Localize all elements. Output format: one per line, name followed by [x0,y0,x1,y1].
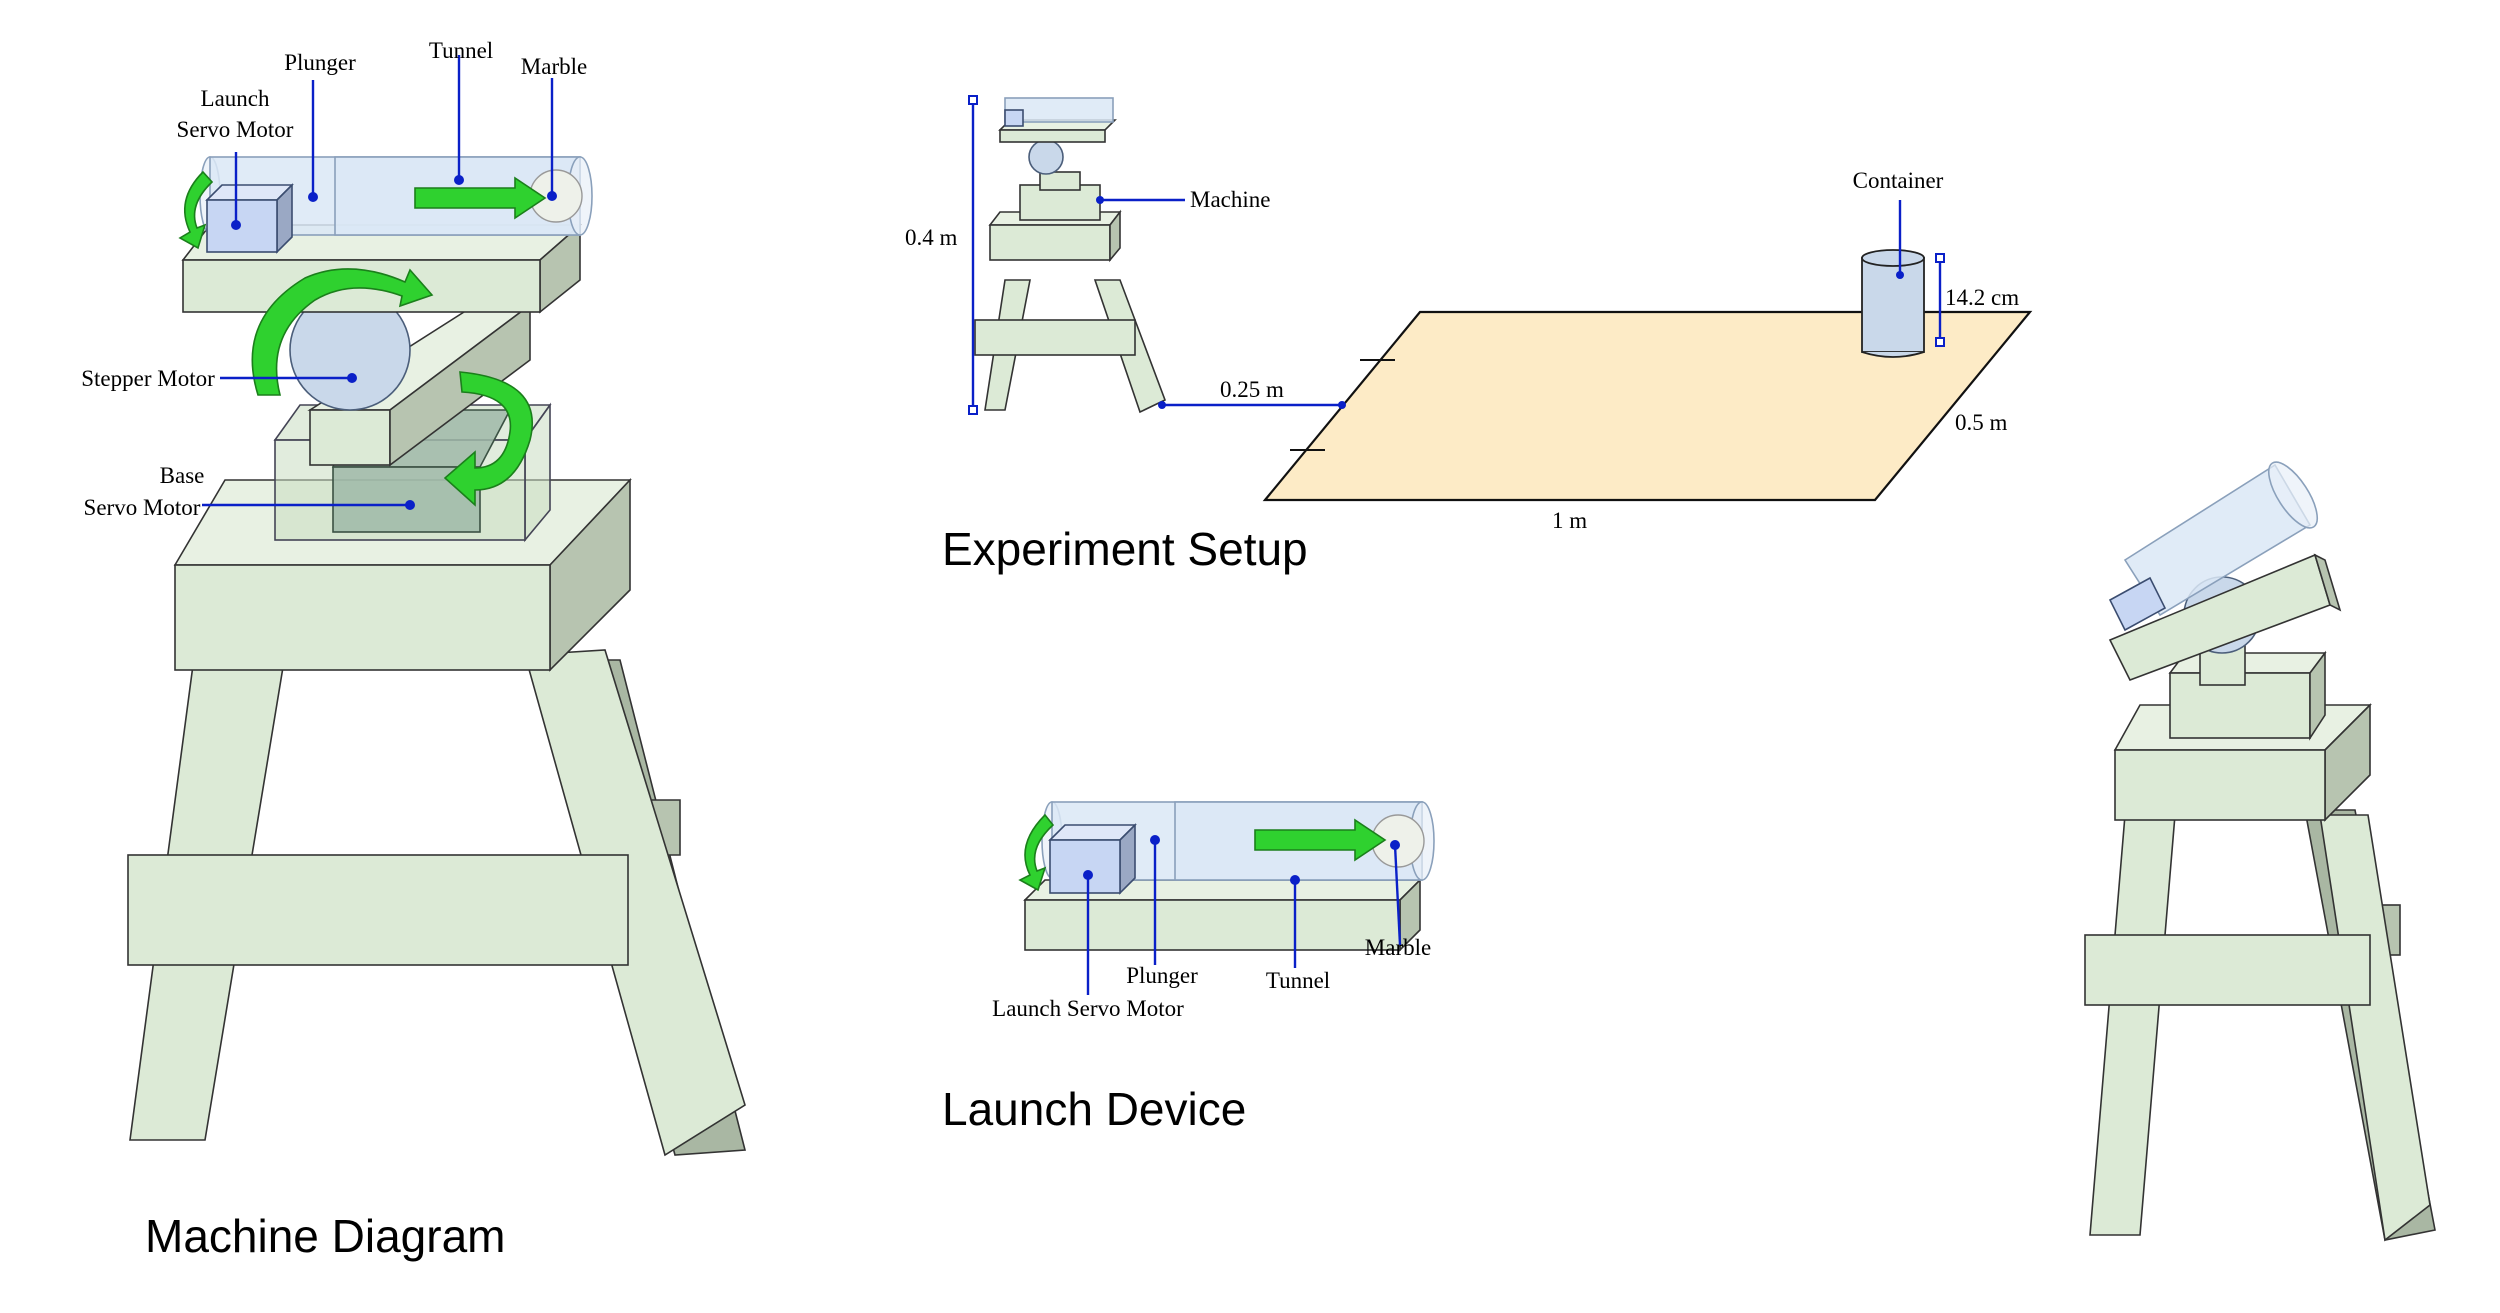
stepper-rotate-arrow [251,268,434,396]
distance-dot-end [1338,401,1346,409]
label-container: Container [1853,168,1944,193]
small-launch-servo [1004,109,1024,127]
ld-label-plunger: Plunger [1126,963,1198,988]
label-distance: 0.25 m [1220,377,1284,402]
small-base [1019,184,1101,221]
machine-dot [1096,196,1104,204]
push-arrow [414,176,547,220]
container-handle-top [1935,253,1945,263]
right-tube-end [2267,461,2319,529]
label-marble: Marble [521,54,587,79]
plunger-dot [308,192,318,202]
title-machine-diagram: Machine Diagram [145,1210,505,1262]
launch-rotate-arrow [178,170,214,250]
label-launch-servo-2: Servo Motor [177,117,294,142]
label-width: 1 m [1552,508,1587,533]
ld-marble-dot [1390,840,1400,850]
container-rim [1861,249,1925,267]
ld-plunger-dot [1150,835,1160,845]
small-stepper [1028,139,1064,175]
machine-front-leg-right [523,649,746,1157]
launch-servo-front [206,199,278,253]
launch-servo-dot [231,220,241,230]
stepper-dot [347,373,357,383]
right-table-front [2114,749,2326,821]
machine-crossbar [127,854,629,966]
small-platform [999,129,1106,143]
container-bottom [1861,351,1925,358]
label-height: 0.4 m [905,225,958,250]
right-platform-edge [2313,553,2342,612]
right-front-leg-right [2319,814,2431,1242]
ld-label-tunnel: Tunnel [1266,968,1330,993]
bracket-diagonal-side [389,303,531,467]
label-tunnel: Tunnel [429,38,493,63]
container-handle-bottom [1935,337,1945,347]
ld-push-arrow [1254,818,1387,862]
label-depth: 0.5 m [1955,410,2008,435]
ld-label-launch-servo: Launch Servo Motor [992,996,1184,1021]
ld-platform-front [1024,899,1401,951]
base-servo-front [332,466,481,533]
small-table-front [989,224,1111,261]
label-base-servo-2: Servo Motor [84,495,201,520]
label-launch-servo-1: Launch [201,86,270,111]
label-plunger: Plunger [284,50,356,75]
tilted-machine [2084,461,2436,1242]
machine-diagram: Launch Servo Motor Plunger Tunnel Marble… [81,38,747,1157]
small-bracket [1039,171,1081,191]
experiment-setup: 0.4 m 0.25 m Machine Container 14.2 cm 0… [905,95,2033,533]
height-handle-top [968,95,978,105]
right-launch-servo [2108,576,2167,632]
ld-servo-dot [1083,870,1093,880]
bracket-lower [309,409,391,466]
marble-dot [547,191,557,201]
small-table-side [1109,209,1121,263]
ld-servo-front [1049,839,1121,894]
container-body [1861,257,1925,353]
ld-tunnel-dot [1290,875,1300,885]
title-launch-device: Launch Device [942,1083,1246,1135]
right-front-leg-left [2089,814,2176,1236]
base-servo-dot [405,500,415,510]
distance-dot-start [1158,401,1166,409]
ld-rotate-arrow [1018,813,1055,892]
small-crossbar [974,319,1136,356]
machine-table-front [174,564,551,671]
floor-area [1262,310,2033,502]
ld-marble-leader [1393,844,1402,946]
right-crossbar [2084,934,2371,1006]
launch-device: Plunger Tunnel Marble Launch Servo Motor [992,801,1435,1021]
tunnel-dot [454,175,464,185]
label-container-height: 14.2 cm [1945,285,2019,310]
container-dot [1896,271,1904,279]
title-experiment-setup: Experiment Setup [942,523,1308,575]
height-handle-bottom [968,405,978,415]
label-machine: Machine [1190,187,1270,212]
label-base-servo-1: Base [160,463,205,488]
ld-label-marble: Marble [1365,935,1431,960]
right-base-side [2309,650,2326,741]
label-stepper-motor: Stepper Motor [81,366,215,391]
base-rotate-arrow [443,371,534,507]
